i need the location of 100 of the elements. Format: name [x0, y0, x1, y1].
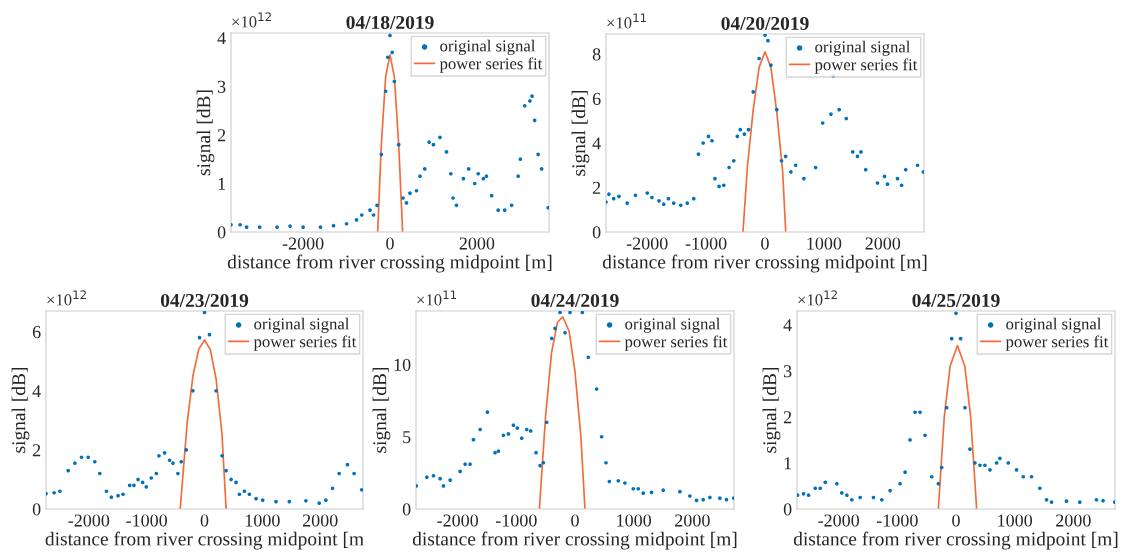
point [661, 202, 666, 207]
point [801, 491, 806, 496]
point [963, 405, 967, 410]
point [451, 196, 455, 200]
point [385, 55, 390, 60]
point [903, 470, 907, 474]
point [154, 471, 159, 476]
point [939, 465, 944, 470]
point [921, 170, 924, 174]
point [769, 63, 773, 67]
point [1006, 461, 1011, 465]
point [318, 225, 323, 229]
point [888, 488, 892, 493]
x-tick-label: -2000 [437, 514, 479, 527]
y-axis-title: signal [dB] [762, 367, 781, 453]
y-tick-label: 1 [784, 457, 792, 470]
point [918, 410, 922, 415]
point [607, 479, 612, 484]
x-tick-label: -1000 [495, 514, 537, 527]
point [903, 167, 908, 172]
point [899, 183, 904, 188]
point [1101, 498, 1105, 503]
point [275, 225, 279, 229]
point [229, 477, 233, 482]
point [721, 183, 726, 188]
point [493, 450, 497, 455]
point [802, 176, 806, 181]
point [414, 188, 419, 193]
point [144, 485, 149, 489]
point [536, 152, 540, 157]
point [52, 490, 56, 495]
point [242, 489, 247, 494]
point [518, 157, 523, 162]
y-tick-label: 2 [783, 411, 792, 424]
x-tick-label: -1000 [876, 514, 918, 527]
point [331, 223, 336, 228]
point [368, 208, 372, 212]
point [678, 203, 683, 208]
point [558, 311, 562, 315]
x-tick-label: 0 [386, 237, 394, 250]
point [954, 311, 958, 316]
point [731, 496, 734, 500]
point [184, 448, 189, 452]
point [167, 458, 172, 463]
point [104, 489, 109, 494]
point [929, 474, 934, 479]
point [79, 455, 84, 460]
point [546, 205, 549, 210]
point [1014, 468, 1019, 472]
point [568, 311, 572, 315]
point [191, 388, 195, 393]
y-tick-label: 4 [217, 32, 226, 45]
point [330, 486, 335, 491]
point [1038, 486, 1042, 491]
point [274, 499, 278, 504]
y-tick-label: 0 [402, 503, 411, 516]
point [257, 225, 262, 229]
point [220, 453, 224, 458]
point [727, 165, 731, 170]
point [913, 410, 917, 415]
point [468, 462, 472, 467]
point [408, 191, 412, 196]
point [534, 450, 538, 455]
x-tick-label: 0 [761, 237, 769, 250]
point [1029, 474, 1034, 479]
y-tick-label: 0 [217, 226, 226, 239]
point [73, 461, 77, 466]
point [496, 208, 501, 212]
point [448, 171, 453, 176]
point [524, 427, 529, 432]
point [774, 107, 779, 112]
y-tick-label: 8 [592, 48, 601, 61]
y-axis-title: signal [dB] [11, 367, 30, 453]
point [337, 471, 341, 476]
y-tick-label: 5 [403, 431, 411, 444]
point [793, 163, 798, 168]
point [915, 163, 920, 168]
point [324, 498, 328, 502]
point [438, 135, 442, 140]
point [820, 121, 825, 125]
point [58, 489, 62, 494]
point [923, 433, 927, 438]
point [701, 497, 706, 502]
point [109, 495, 114, 500]
point [823, 480, 828, 485]
point [501, 433, 506, 438]
point [835, 481, 839, 486]
chart-title: 04/18/2019 [346, 15, 434, 30]
point [541, 460, 546, 465]
point [388, 33, 392, 38]
point [738, 127, 743, 132]
point [86, 455, 91, 460]
point [988, 468, 992, 472]
text: ×10$^{12}$ [232, 12, 271, 28]
point [202, 311, 207, 315]
x-tick-label: 0 [952, 514, 960, 527]
point [708, 495, 712, 500]
point [528, 429, 533, 433]
point [509, 203, 514, 208]
point [701, 141, 705, 145]
